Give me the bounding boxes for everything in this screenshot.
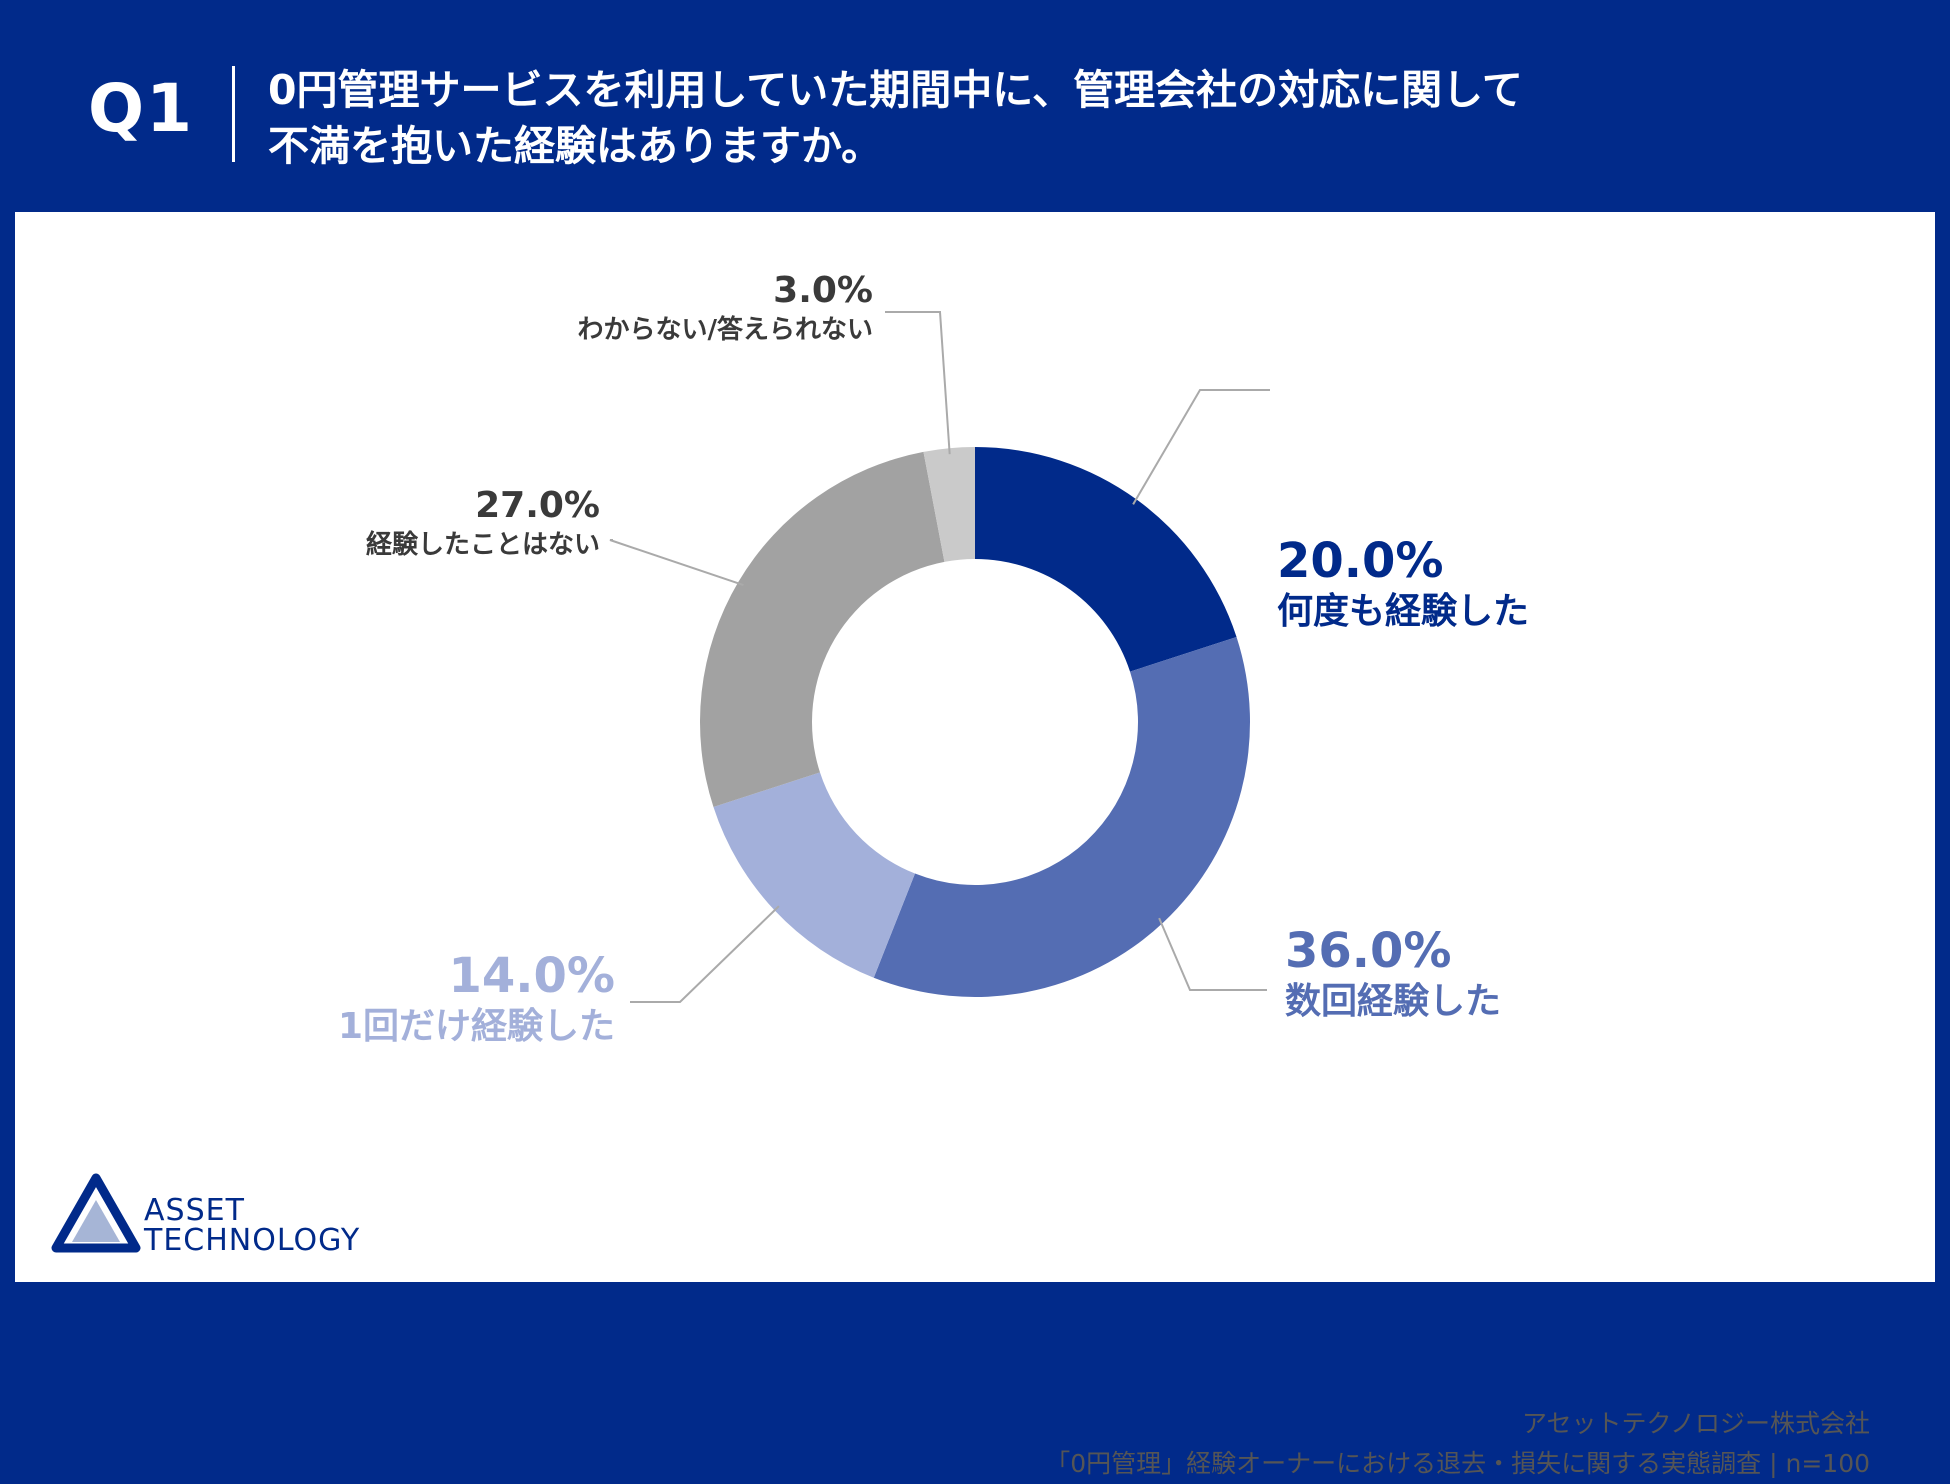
question-title: 0円管理サービスを利用していた期間中に、管理会社の対応に関して 不満を抱いた経験… (268, 62, 1523, 174)
header: Q1 0円管理サービスを利用していた期間中に、管理会社の対応に関して 不満を抱い… (0, 0, 1950, 210)
chart-card: 20.0% 何度も経験した 36.0% 数回経験した 14.0% 1回だけ経験した 27.0… (15, 212, 1935, 1478)
leader-line-1 (1132, 389, 1270, 505)
slice-category-label-5: わからない/答えられない (578, 314, 874, 345)
slice-percent-label-2: 36.0% (1285, 923, 1452, 979)
donut-slice-1 (975, 447, 1237, 672)
slice-percent-label-1: 20.0% (1277, 533, 1444, 589)
footer-company: アセットテクノロジー株式会社 (1521, 1409, 1870, 1438)
leader-line-5 (885, 311, 951, 455)
logo-text-line1: ASSET (144, 1193, 245, 1228)
footer-survey: 「0円管理」経験オーナーにおける退去・損失に関する実態調査 | n=100 (1045, 1449, 1870, 1478)
donut-slice-3 (713, 772, 915, 978)
leader-line-3 (630, 905, 780, 1003)
slice-percent-label-5: 3.0% (773, 270, 873, 311)
logo-text-line2: TECHNOLOGY (143, 1223, 360, 1258)
donut-chart: 20.0%何度も経験した 36.0%数回経験した 14.0%1回だけ経験した 27.0… (338, 270, 1529, 1047)
slice-category-label-3: 1回だけ経験した (338, 1006, 615, 1047)
donut-slice-4 (700, 451, 945, 807)
logo-mark: ASSET TECHNOLOGY (51, 1173, 360, 1258)
footer: アセットテクノロジー株式会社 「0円管理」経験オーナーにおける退去・損失に関する… (1045, 1404, 1870, 1484)
question-line-1: 0円管理サービスを利用していた期間中に、管理会社の対応に関して (268, 66, 1523, 114)
slice-category-label-1: 何度も経験した (1277, 591, 1529, 632)
question-line-2: 不満を抱いた経験はありますか。 (268, 122, 883, 170)
slice-percent-label-3: 14.0% (448, 948, 615, 1004)
donut-slice-5 (923, 447, 975, 562)
logo-triangle-icon (51, 1173, 141, 1253)
leader-line-4 (609, 539, 744, 587)
slice-category-label-2: 数回経験した (1285, 981, 1501, 1022)
slice-category-label-4: 経験したことはない (366, 529, 600, 560)
logo-inner-triangle-icon (72, 1200, 120, 1242)
leader-line-2 (1158, 917, 1267, 991)
header-divider (232, 66, 235, 162)
slice-percent-label-4: 27.0% (475, 485, 600, 526)
donut-slice-2 (873, 637, 1250, 997)
question-number: Q1 (88, 70, 195, 147)
asset-technology-logo: ASSET TECHNOLOGY (50, 1172, 410, 1266)
